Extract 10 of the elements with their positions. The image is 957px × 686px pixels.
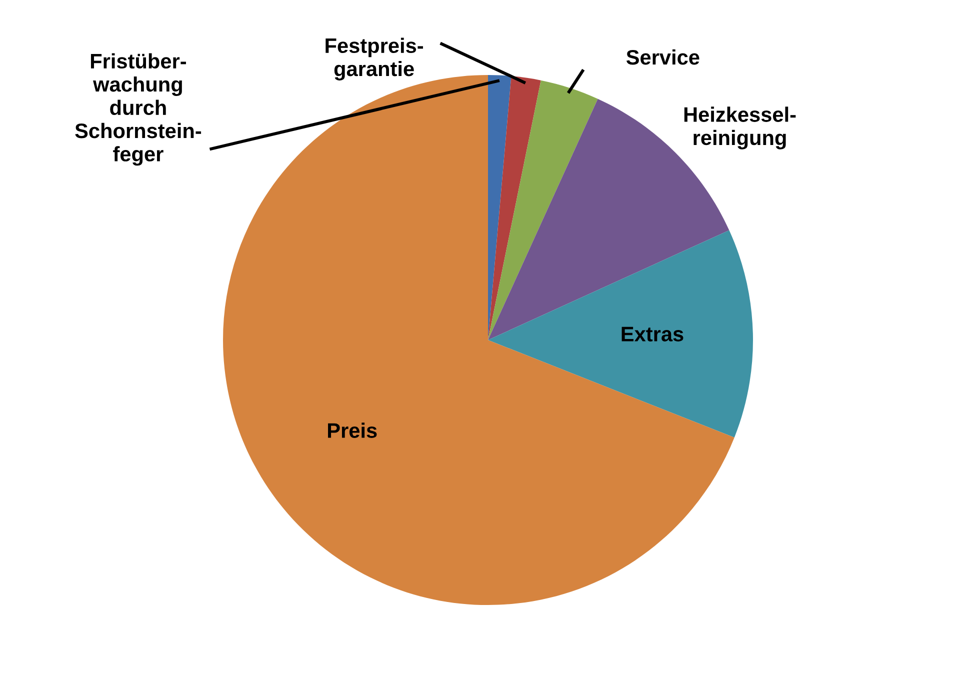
slice-label: Preis — [328, 422, 377, 438]
pie-slice — [488, 230, 753, 438]
pie-slice — [488, 75, 512, 340]
pie-slice — [488, 80, 598, 340]
slice-label: Heizkessel- reinigung — [684, 106, 796, 150]
slice-label: Fristüber- wachung durch Schornstein- feger — [75, 53, 202, 166]
slice-label: Festpreis- garantie — [326, 38, 424, 80]
pie-slice — [488, 76, 541, 340]
slice-label: Extras — [622, 326, 684, 342]
slice-label: Service — [626, 49, 700, 65]
